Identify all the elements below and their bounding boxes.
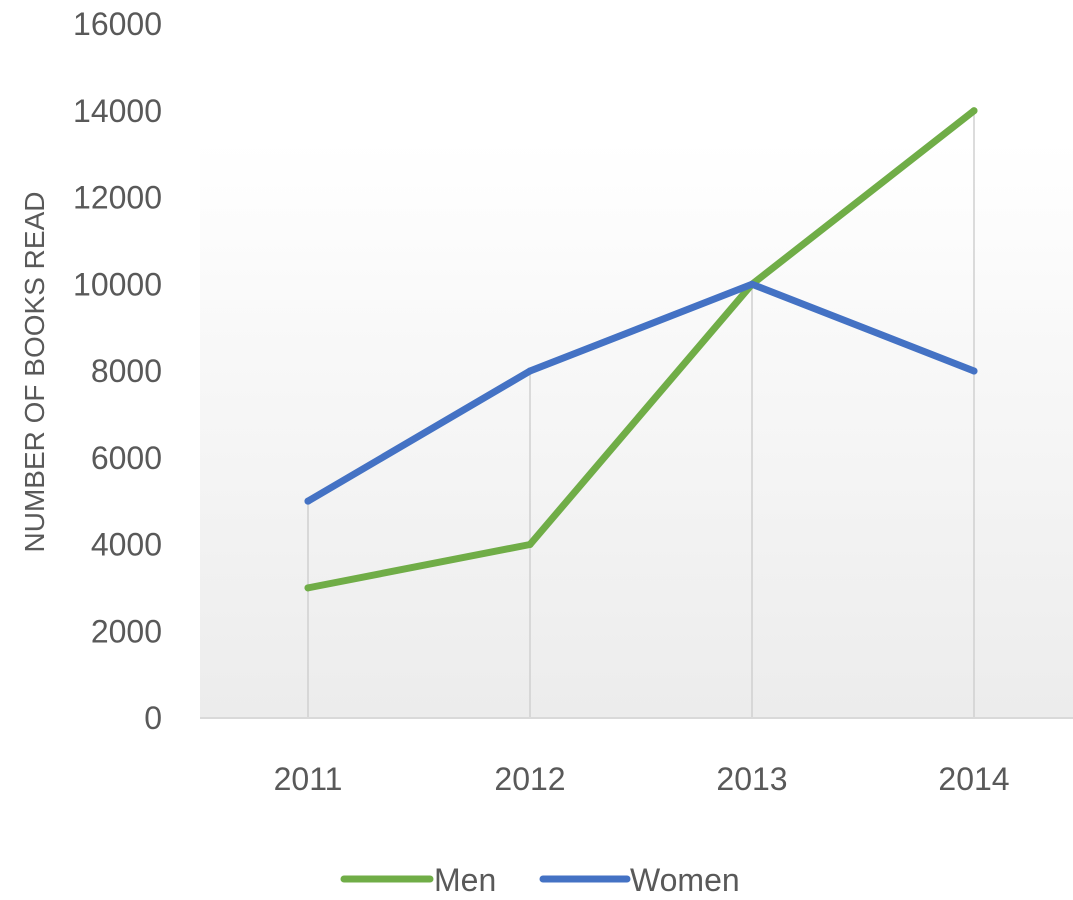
data-point-women <box>304 497 312 505</box>
y-tick-label: 14000 <box>73 93 162 129</box>
data-point-women <box>970 367 978 375</box>
legend-item-women[interactable]: Women <box>539 862 740 898</box>
legend-label: Women <box>630 862 740 895</box>
chart-legend[interactable]: Men Women <box>340 862 740 898</box>
y-tick-label: 2000 <box>91 613 162 649</box>
y-tick-label: 12000 <box>73 180 162 216</box>
legend-label: Men <box>434 862 496 895</box>
series-layer <box>304 107 978 592</box>
x-tick-label: 2013 <box>716 761 787 797</box>
y-tick-label: 4000 <box>91 527 162 563</box>
data-point-men <box>304 584 312 592</box>
x-tick-label: 2012 <box>494 761 565 797</box>
y-tick-label: 0 <box>144 700 162 736</box>
data-point-men <box>970 107 978 115</box>
x-tick-label: 2014 <box>938 761 1009 797</box>
x-tick-label: 2011 <box>274 761 343 797</box>
legend-item-men[interactable]: Men <box>340 862 496 898</box>
y-axis-ticks: 0 2000 4000 6000 8000 10000 12000 14000 16000 <box>73 6 162 736</box>
data-point-men <box>526 541 534 548</box>
series-line-women <box>304 280 978 505</box>
series-line-men <box>304 107 978 592</box>
y-tick-label: 16000 <box>73 6 162 42</box>
x-axis-ticks: 2011 2012 2013 2014 <box>274 761 1010 797</box>
y-tick-label: 10000 <box>73 266 162 302</box>
drop-lines <box>307 110 975 718</box>
data-point-women <box>526 367 534 375</box>
plot-area-background <box>200 140 1073 718</box>
y-axis-label: NUMBER OF BOOKS READ <box>19 192 50 553</box>
y-tick-label: 8000 <box>91 353 162 389</box>
data-point-women <box>748 280 756 288</box>
y-tick-label: 6000 <box>91 440 162 476</box>
